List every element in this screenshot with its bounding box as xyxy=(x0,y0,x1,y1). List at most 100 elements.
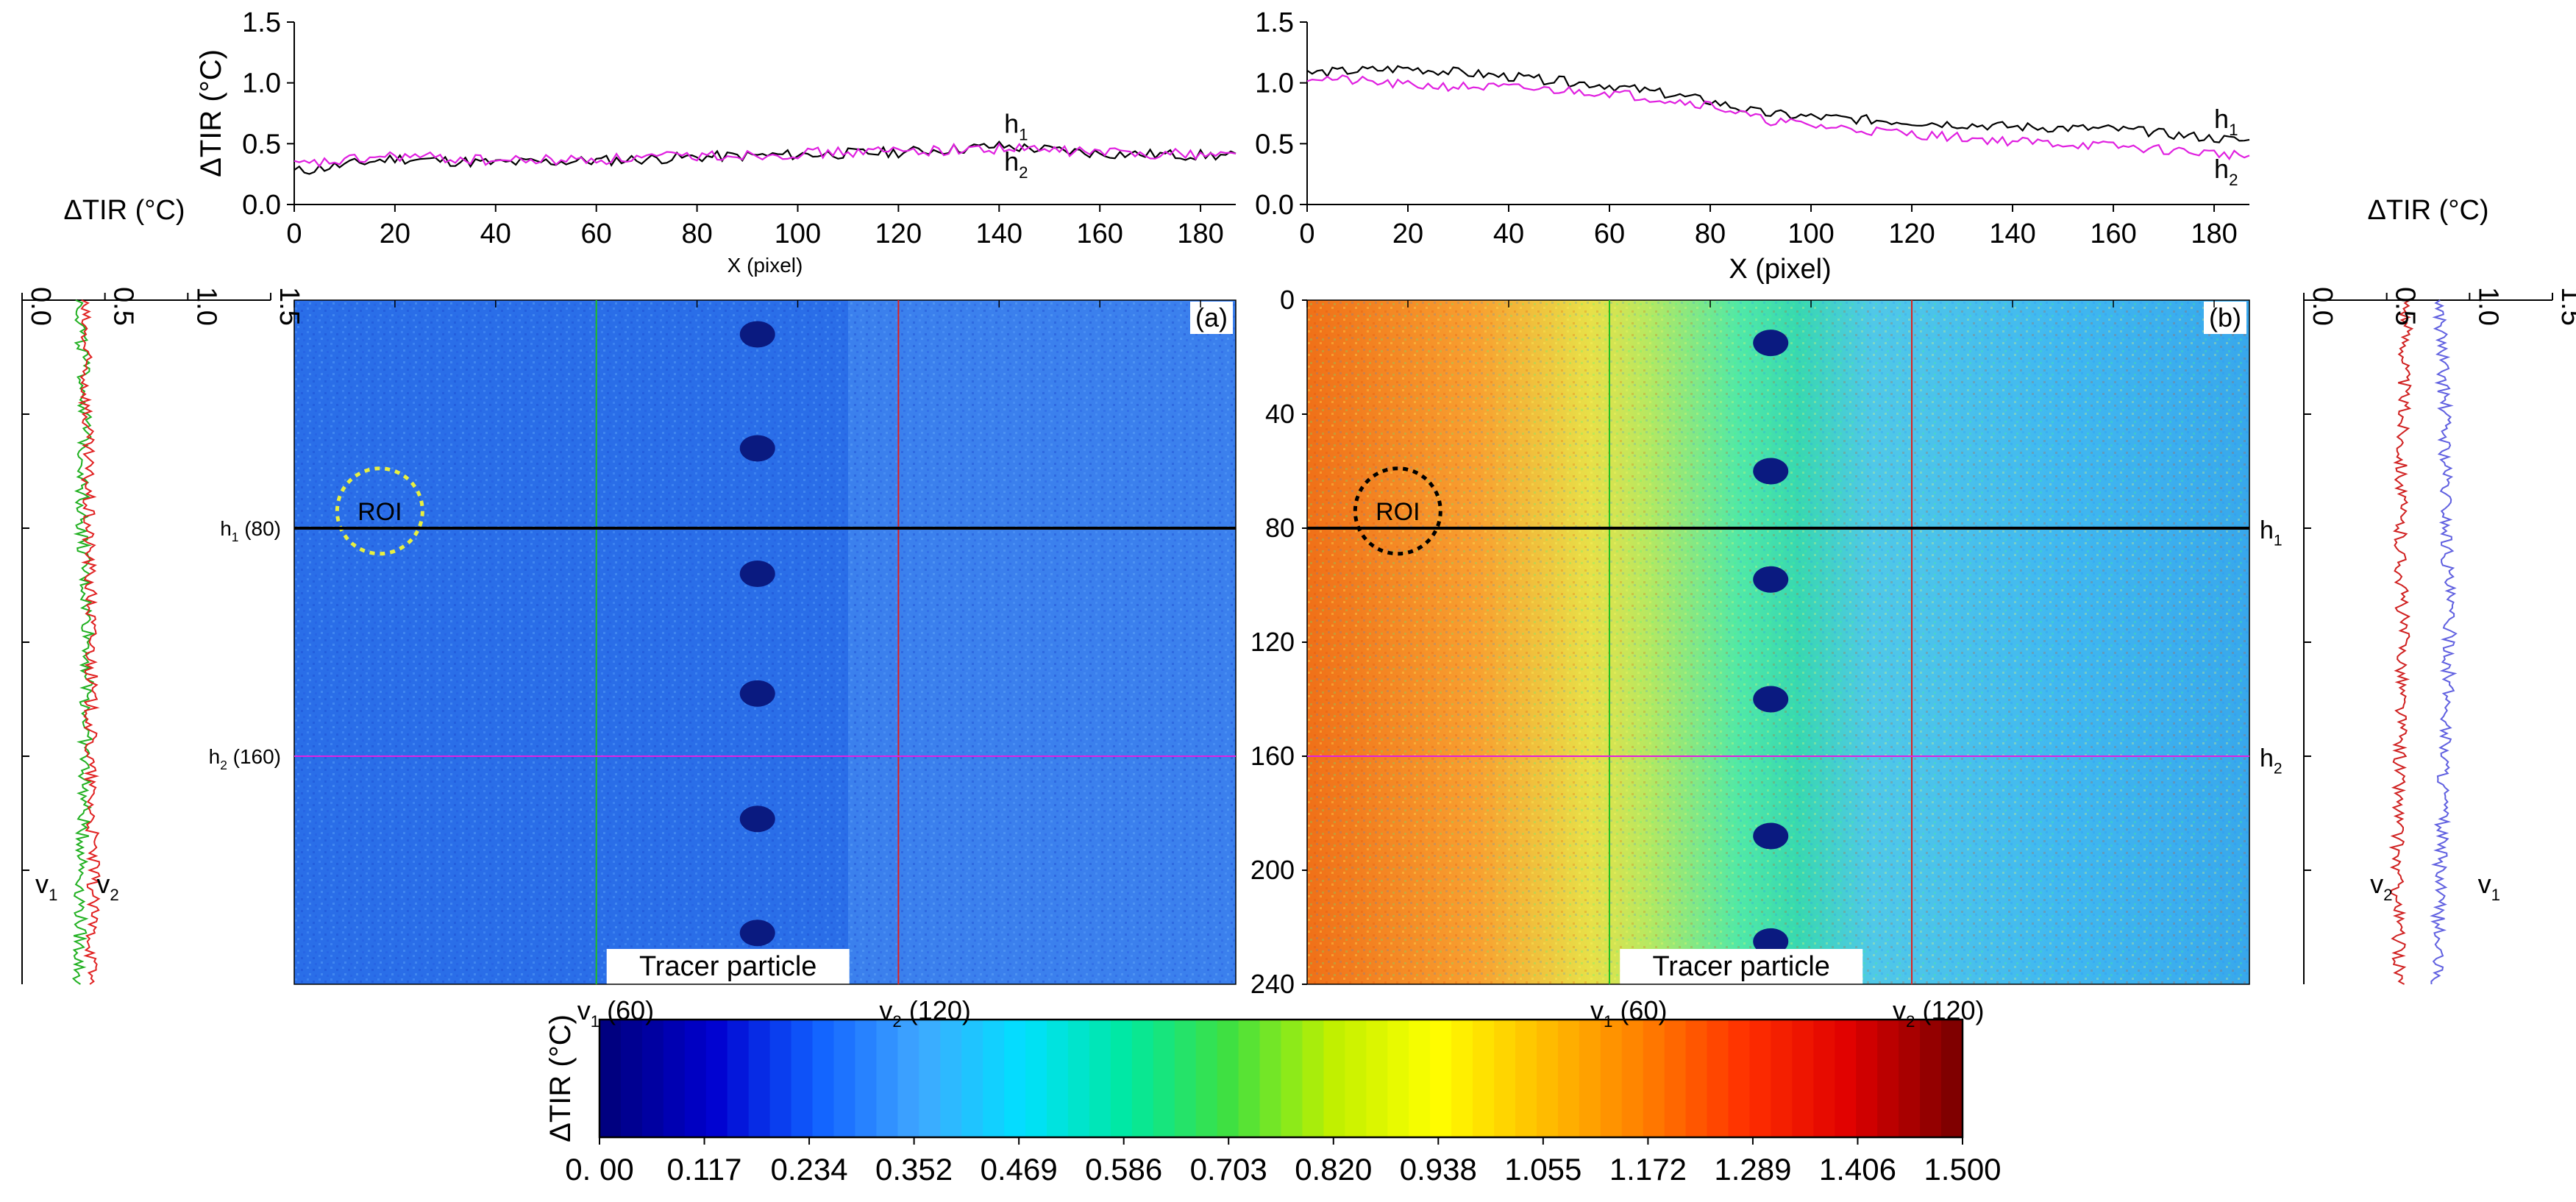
side-3-legend-v2-main: v xyxy=(2370,869,2383,899)
colorbar-tick-label: 0.703 xyxy=(1190,1152,1267,1187)
top-0-legend-h2-sub: 2 xyxy=(1019,163,1028,182)
colorbar-swatch xyxy=(1941,1020,1963,1137)
vline-a-1-label-main: v xyxy=(577,995,591,1025)
hline-a-2-label-rest: (160) xyxy=(227,745,281,768)
colorbar-swatch xyxy=(684,1020,707,1137)
top-0-xtick-label: 160 xyxy=(1076,218,1122,249)
top-1-legend-h2-main: h xyxy=(2214,154,2229,184)
top-1-xtick-label: 0 xyxy=(1299,218,1314,249)
colorbar-swatch xyxy=(705,1020,728,1137)
colorbar-swatch xyxy=(663,1020,686,1137)
colorbar-swatch xyxy=(1153,1020,1175,1137)
side-3-xtick-label: 1.0 xyxy=(2472,287,2503,326)
colorbar-swatch xyxy=(1494,1020,1516,1137)
top-1-legend-h2-sub: 2 xyxy=(2229,171,2238,189)
colorbar-swatch xyxy=(1366,1020,1389,1137)
tracer-label-b: Tracer particle xyxy=(1653,951,1830,982)
top-1-xtick-label: 80 xyxy=(1695,218,1726,249)
colorbar-swatch xyxy=(1409,1020,1431,1137)
top-1-series-h1 xyxy=(1306,65,2250,143)
vline-b-1-label: v1 (60) xyxy=(1590,995,1667,1031)
top-0-xlabel: X (pixel) xyxy=(727,254,803,277)
colorbar-swatch xyxy=(1728,1020,1751,1137)
colorbar-tick-label: 0.469 xyxy=(981,1152,1058,1187)
colorbar-swatch xyxy=(620,1020,643,1137)
vline-a-2-label-main: v xyxy=(879,995,892,1025)
colorbar-swatch xyxy=(1899,1020,1921,1137)
side-2-xtick-label: 1.0 xyxy=(191,287,221,326)
heatmap-b-ytick-label: 120 xyxy=(1250,627,1295,657)
top-0-legend-h2-main: h xyxy=(1004,146,1019,177)
tracer-particle-b-6 xyxy=(1753,928,1789,955)
colorbar-swatch xyxy=(1600,1020,1623,1137)
side-2-xtick-label: 1.5 xyxy=(274,287,305,326)
hline-b-1-label-sub: 1 xyxy=(2274,533,2283,550)
top-1-ytick-label: 0.5 xyxy=(1255,129,1294,160)
side-3-xtick-label: 0.0 xyxy=(2307,287,2338,326)
top-1-series-h2 xyxy=(1306,74,2250,161)
colorbar-swatch xyxy=(897,1020,920,1137)
tracer-particle-a-6 xyxy=(739,920,775,947)
colorbar-swatch xyxy=(961,1020,984,1137)
tracer-label-bg-a xyxy=(606,949,850,984)
tracer-particle-b-5 xyxy=(1753,822,1789,850)
heatmap-b-ytick-label: 40 xyxy=(1265,399,1295,429)
tracer-particle-a-4 xyxy=(739,680,775,707)
colorbar-tick-label: 0. 00 xyxy=(565,1152,633,1187)
heatmap-b-ytick-label: 160 xyxy=(1250,741,1295,771)
top-0-ytick-label: 0.0 xyxy=(242,190,281,221)
colorbar-swatch xyxy=(1685,1020,1708,1137)
colorbar-swatch xyxy=(1835,1020,1857,1137)
top-1-xtick-label: 120 xyxy=(1888,218,1935,249)
top-0-legend-h1: h1 xyxy=(1004,109,1028,144)
tracer-label-bg-b xyxy=(1620,949,1863,984)
colorbar-frame xyxy=(598,1018,1964,1139)
colorbar-swatch xyxy=(1813,1020,1836,1137)
top-0-xtick-label: 100 xyxy=(775,218,821,249)
colorbar-swatch xyxy=(1195,1020,1218,1137)
colorbar-tick-label: 0.938 xyxy=(1400,1152,1477,1187)
roi-circle-a xyxy=(335,466,424,556)
hline-b-2-label-main: h xyxy=(2260,744,2274,772)
colorbar-swatch xyxy=(1473,1020,1495,1137)
hline-a-1-label-main: h xyxy=(220,517,232,540)
top-0-xtick-label: 120 xyxy=(875,218,922,249)
top-1-legend-h1: h1 xyxy=(2214,104,2238,139)
colorbar-tick-label: 1.406 xyxy=(1819,1152,1896,1187)
roi-label-b: ROI xyxy=(1376,498,1420,526)
colorbar-swatch xyxy=(1089,1020,1111,1137)
colorbar-swatch xyxy=(1707,1020,1729,1137)
side-3-series-v2 xyxy=(2388,299,2414,985)
vline-b-1-label-sub: 1 xyxy=(1604,1012,1612,1031)
top-1-legend-h1-main: h xyxy=(2214,104,2229,134)
colorbar-swatch xyxy=(1856,1020,1879,1137)
vline-a-2-label-sub: 2 xyxy=(892,1012,901,1031)
colorbar-swatch xyxy=(812,1020,835,1137)
colorbar-swatch xyxy=(1792,1020,1815,1137)
hline-a-2-label-main: h xyxy=(209,745,221,768)
panel-label-bg-b xyxy=(2204,302,2246,334)
colorbar-swatch xyxy=(1877,1020,1900,1137)
side-3-series-v1 xyxy=(2430,299,2458,985)
heatmap-b-ytick-label: 200 xyxy=(1250,855,1295,885)
colorbar-swatch xyxy=(1323,1020,1346,1137)
vline-a-2-label-rest: (120) xyxy=(902,995,971,1025)
heatmap-b-ytick-label: 0 xyxy=(1280,285,1295,315)
heatmap-b-noise xyxy=(1307,300,2249,984)
side-3-legend-v1-sub: 1 xyxy=(2491,886,2500,904)
side-2-series-v2 xyxy=(77,299,101,985)
vline-b-2-label: v2 (120) xyxy=(1893,995,1984,1031)
colorbar-swatch xyxy=(1067,1020,1090,1137)
colorbar-swatch xyxy=(833,1020,856,1137)
colorbar-swatch xyxy=(1451,1020,1474,1137)
hline-b-2-label: h2 xyxy=(2260,744,2283,778)
vline-b-2-label-sub: 2 xyxy=(1906,1012,1915,1031)
colorbar-swatch xyxy=(1557,1020,1580,1137)
colorbar-swatch xyxy=(1004,1020,1027,1137)
colorbar-swatch xyxy=(1920,1020,1943,1137)
top-1-xtick-label: 160 xyxy=(2090,218,2136,249)
colorbar-swatch xyxy=(1749,1020,1772,1137)
top-0-xtick-label: 60 xyxy=(581,218,612,249)
colorbar-swatch xyxy=(1536,1020,1559,1137)
heatmap-b-ytick-label: 80 xyxy=(1265,513,1295,543)
